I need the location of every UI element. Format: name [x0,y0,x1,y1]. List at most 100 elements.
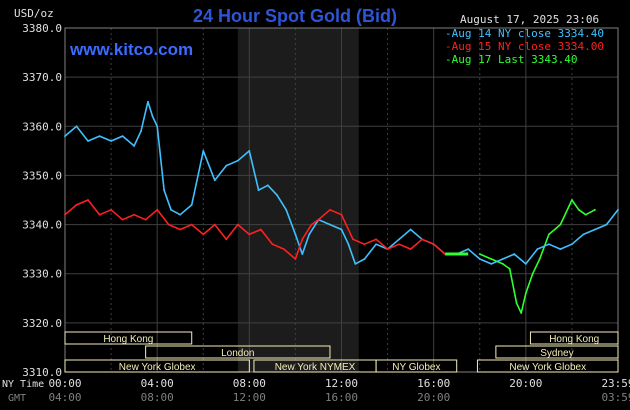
y-tick-label: 3330.0 [22,268,62,281]
data-point [538,258,541,260]
legend-entry: -Aug 14 NY close 3334.40 [445,27,604,40]
x-tick-gmt: 04:00 [48,391,81,404]
data-point [121,135,124,138]
session-label: New York Globex [119,362,196,373]
data-point [531,272,534,275]
session-label: Sydney [540,348,573,359]
data-point [266,184,269,187]
data-point [501,262,504,265]
data-point [144,218,147,221]
data-point [398,243,401,246]
nymex-shade [237,28,359,372]
data-point [87,140,89,142]
x-tick-ny: 23:59 [601,377,630,390]
data-point [282,248,285,251]
session-bar [375,359,458,373]
data-point [147,100,149,103]
data-point [259,228,262,231]
gmt-label: GMT [8,393,26,404]
data-point [421,238,424,241]
data-point [340,228,343,231]
data-point [301,253,304,255]
data-point [409,228,412,231]
data-point [317,218,320,221]
session-bar [64,359,250,373]
data-point [432,243,435,246]
data-point [524,292,527,295]
unit-label: USD/oz [14,7,54,20]
data-point [121,218,124,221]
data-point [375,243,377,246]
data-point [329,208,331,211]
watermark: www.kitco.com [69,40,193,59]
data-point [559,223,562,226]
data-point [75,204,78,206]
data-point [133,145,136,147]
session-bar [495,345,619,359]
data-point [156,125,159,128]
data-point [225,164,228,167]
data-point [547,243,550,246]
data-point [213,223,216,226]
data-point [167,223,170,226]
data-point [478,258,481,260]
data-point [617,208,619,211]
data-point [520,312,523,314]
x-tick-gmt: 03:59 [601,391,630,404]
data-point [98,213,101,216]
data-point [257,189,260,192]
session-bar [529,331,619,345]
data-point [213,179,216,182]
data-point [329,223,331,226]
data-point [513,253,516,255]
data-point [110,140,112,142]
data-point [236,159,239,162]
data-point [87,199,89,201]
data-point [490,262,493,265]
data-point [308,233,311,236]
y-tick-label: 3340.0 [22,219,62,232]
data-point [294,258,297,260]
data-point [151,115,154,118]
data-point [386,248,389,251]
data-point [190,223,193,226]
data-point [515,302,518,305]
data-point [536,248,539,251]
data-point [409,248,412,251]
data-point [179,228,182,231]
y-tick-label: 3360.0 [22,120,62,133]
session-label: Hong Kong [103,334,153,345]
data-point [354,262,357,265]
x-tick-ny: 08:00 [233,377,266,390]
session-label: London [221,348,254,359]
data-point [133,213,136,216]
timestamp: August 17, 2025 23:06 [460,13,599,26]
session-label: NY Globex [392,362,440,373]
data-point [179,213,182,216]
x-tick-gmt: 16:00 [325,391,358,404]
data-point [398,238,401,241]
data-point [285,208,288,211]
data-point [340,213,343,216]
data-point [547,233,550,236]
data-point [559,248,562,251]
session-label: New York Globex [509,362,586,373]
data-point [140,130,142,133]
data-point [310,223,313,226]
data-point [490,258,493,260]
data-point [202,233,205,236]
data-point [248,149,251,152]
data-point [271,243,274,246]
y-tick-label: 3310.0 [22,366,62,379]
data-point [301,238,304,241]
data-point [584,213,587,216]
session-label: Hong Kong [549,334,599,345]
data-point [501,258,504,260]
data-point [64,213,66,216]
session-bar [64,331,193,345]
data-point [577,208,580,211]
data-point [363,258,366,260]
x-tick-ny: 04:00 [141,377,174,390]
data-point [202,149,205,152]
data-point [347,243,350,246]
